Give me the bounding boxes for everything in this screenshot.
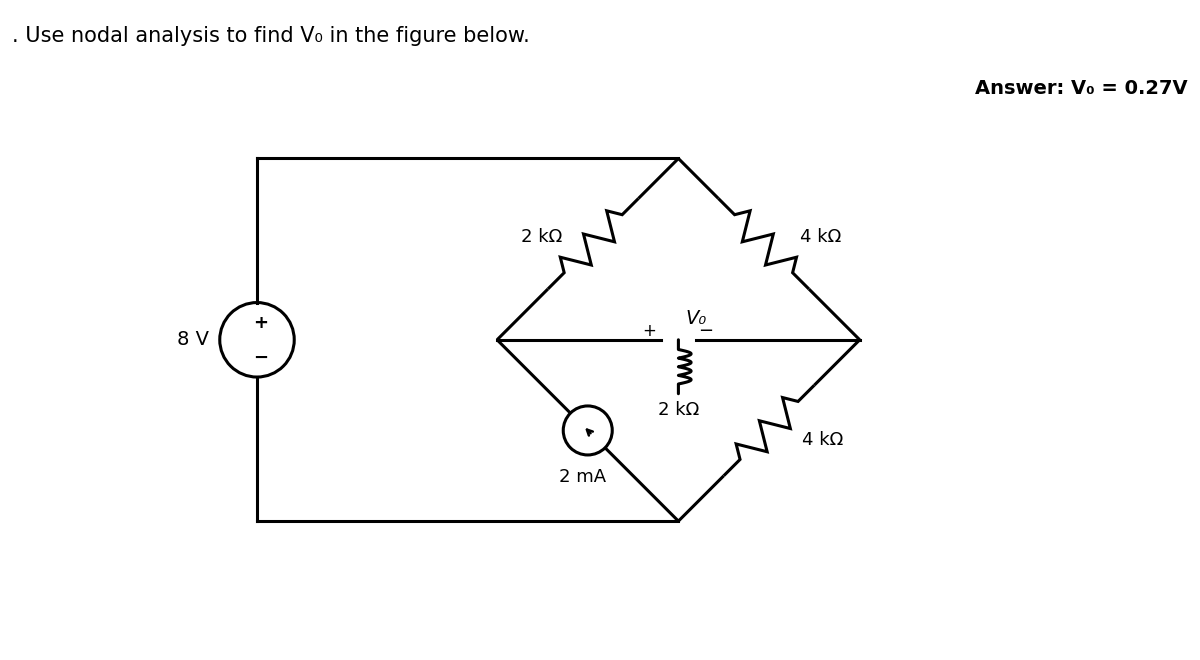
Text: Answer: V₀ = 0.27V: Answer: V₀ = 0.27V: [976, 79, 1188, 98]
Text: 2 mA: 2 mA: [559, 469, 606, 486]
Text: +: +: [253, 314, 269, 332]
Text: 4 kΩ: 4 kΩ: [800, 228, 841, 246]
Text: . Use nodal analysis to find V₀ in the figure below.: . Use nodal analysis to find V₀ in the f…: [12, 26, 529, 46]
Text: 2 kΩ: 2 kΩ: [658, 401, 700, 419]
Text: 8 V: 8 V: [178, 330, 209, 349]
Text: 4 kΩ: 4 kΩ: [803, 431, 844, 449]
Text: 2 kΩ: 2 kΩ: [521, 228, 563, 246]
Text: −: −: [698, 322, 714, 340]
Text: V₀: V₀: [685, 309, 707, 328]
Text: −: −: [253, 348, 269, 366]
Text: +: +: [642, 322, 656, 340]
